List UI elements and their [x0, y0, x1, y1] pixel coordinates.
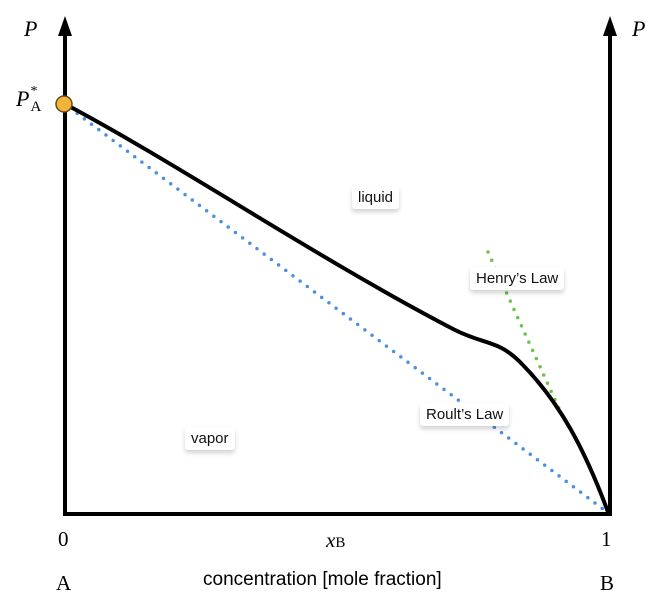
x-label-sub: B: [335, 535, 346, 551]
roult-law-line: [68, 106, 609, 514]
vapor-region-label: vapor: [185, 427, 235, 450]
x-axis-label: xB: [326, 528, 345, 553]
left-axis-label: P: [24, 16, 38, 41]
p-star-sub: A: [30, 99, 42, 115]
liquid-region-label: liquid: [352, 186, 400, 209]
x-axis-caption: concentration [mole fraction]: [203, 569, 442, 590]
p-star-sup: *: [30, 84, 38, 99]
henry-law-label: Henry’s Law: [470, 267, 565, 290]
component-b-label: B: [600, 571, 615, 595]
roult-law-label: Roult’s Law: [420, 403, 510, 426]
pure-a-vapor-pressure-point: [55, 95, 73, 113]
x-label-main: x: [326, 528, 336, 552]
p-star-main: P: [16, 86, 30, 111]
pressure-curve: [63, 102, 610, 514]
x-tick-1: 1: [601, 527, 612, 551]
left-y-axis-arrow: [58, 16, 72, 36]
component-a-label: A: [56, 571, 72, 595]
p-star-a-label: P*A: [16, 84, 47, 115]
right-axis-label: P: [632, 16, 646, 41]
x-tick-0: 0: [58, 527, 69, 551]
right-y-axis-arrow: [603, 16, 617, 36]
